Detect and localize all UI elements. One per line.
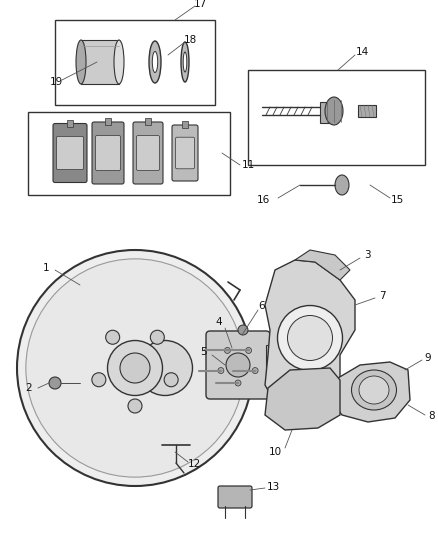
Ellipse shape: [149, 41, 161, 83]
FancyBboxPatch shape: [57, 136, 84, 169]
Ellipse shape: [114, 40, 124, 84]
Circle shape: [235, 380, 241, 386]
Text: 9: 9: [425, 353, 431, 363]
Ellipse shape: [183, 52, 187, 72]
Bar: [320, 102, 330, 123]
FancyBboxPatch shape: [206, 331, 270, 399]
Bar: [28, 112, 230, 195]
Circle shape: [106, 330, 120, 344]
Ellipse shape: [107, 341, 162, 395]
Circle shape: [164, 373, 178, 387]
Text: 12: 12: [187, 459, 201, 469]
Ellipse shape: [26, 259, 244, 477]
Ellipse shape: [278, 305, 343, 370]
FancyBboxPatch shape: [218, 486, 252, 508]
FancyBboxPatch shape: [53, 124, 87, 182]
Circle shape: [218, 368, 224, 374]
Circle shape: [150, 330, 164, 344]
FancyBboxPatch shape: [133, 122, 163, 184]
Text: 2: 2: [25, 383, 32, 393]
Text: 18: 18: [184, 35, 197, 45]
Text: 3: 3: [364, 250, 370, 260]
Circle shape: [92, 373, 106, 387]
FancyBboxPatch shape: [95, 135, 120, 171]
Ellipse shape: [325, 97, 343, 125]
Text: 16: 16: [257, 195, 270, 205]
FancyBboxPatch shape: [137, 135, 159, 171]
Ellipse shape: [152, 52, 158, 72]
Circle shape: [252, 368, 258, 374]
Text: 4: 4: [215, 317, 222, 327]
Polygon shape: [265, 260, 355, 418]
Bar: [55, 20, 215, 105]
Ellipse shape: [17, 250, 253, 486]
Ellipse shape: [181, 42, 189, 82]
Text: 19: 19: [49, 77, 63, 87]
FancyBboxPatch shape: [172, 125, 198, 181]
Text: 7: 7: [379, 291, 385, 301]
Text: 1: 1: [42, 263, 49, 273]
Bar: [358, 105, 376, 117]
Text: 15: 15: [390, 195, 404, 205]
Circle shape: [49, 377, 61, 389]
Ellipse shape: [359, 376, 389, 404]
FancyBboxPatch shape: [92, 122, 124, 184]
Text: 10: 10: [269, 447, 282, 457]
Circle shape: [224, 348, 230, 353]
Ellipse shape: [120, 353, 150, 383]
Bar: [81, 40, 119, 84]
Bar: [67, 119, 73, 126]
Bar: [182, 121, 188, 128]
Text: 14: 14: [355, 47, 369, 57]
Ellipse shape: [335, 175, 349, 195]
Polygon shape: [295, 250, 350, 280]
Text: 11: 11: [241, 160, 254, 170]
Ellipse shape: [290, 345, 302, 385]
Polygon shape: [330, 362, 410, 422]
Bar: [145, 118, 151, 125]
Circle shape: [226, 353, 250, 377]
Text: 8: 8: [429, 411, 435, 421]
Bar: [248, 70, 425, 165]
Text: 17: 17: [193, 0, 207, 9]
Bar: [266, 345, 296, 385]
Ellipse shape: [138, 341, 192, 395]
Polygon shape: [265, 368, 340, 430]
Text: 6: 6: [259, 301, 265, 311]
Bar: [105, 118, 111, 125]
Text: 13: 13: [266, 482, 279, 492]
Ellipse shape: [352, 370, 396, 410]
Text: 5: 5: [200, 347, 207, 357]
Circle shape: [128, 399, 142, 413]
Circle shape: [246, 348, 251, 353]
FancyBboxPatch shape: [176, 137, 194, 169]
Ellipse shape: [76, 40, 86, 84]
Circle shape: [238, 325, 248, 335]
Ellipse shape: [287, 316, 332, 360]
